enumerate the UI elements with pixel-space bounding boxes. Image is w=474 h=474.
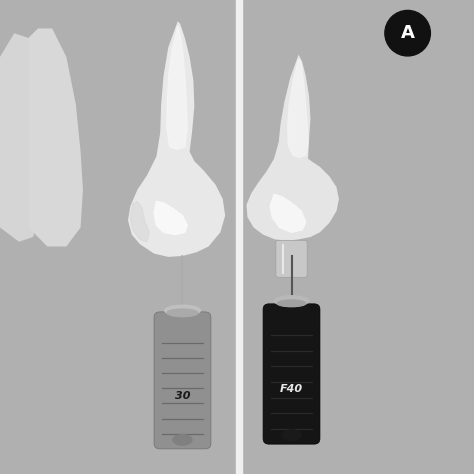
Ellipse shape — [282, 430, 301, 440]
Text: F40: F40 — [280, 383, 303, 394]
Polygon shape — [154, 201, 187, 235]
Circle shape — [385, 10, 430, 56]
Polygon shape — [246, 55, 339, 241]
Text: 30: 30 — [175, 391, 190, 401]
Ellipse shape — [167, 309, 198, 317]
Ellipse shape — [165, 305, 200, 316]
FancyBboxPatch shape — [154, 312, 211, 449]
FancyBboxPatch shape — [276, 240, 307, 277]
Text: A: A — [401, 24, 415, 42]
Ellipse shape — [277, 300, 306, 307]
Polygon shape — [28, 28, 83, 246]
Polygon shape — [130, 201, 149, 242]
Bar — [236, 0, 242, 474]
Polygon shape — [0, 33, 38, 242]
Ellipse shape — [274, 296, 309, 306]
Polygon shape — [167, 26, 187, 149]
FancyBboxPatch shape — [263, 304, 320, 444]
Polygon shape — [270, 194, 306, 232]
Polygon shape — [288, 59, 308, 157]
Polygon shape — [128, 21, 225, 257]
Ellipse shape — [173, 435, 192, 445]
